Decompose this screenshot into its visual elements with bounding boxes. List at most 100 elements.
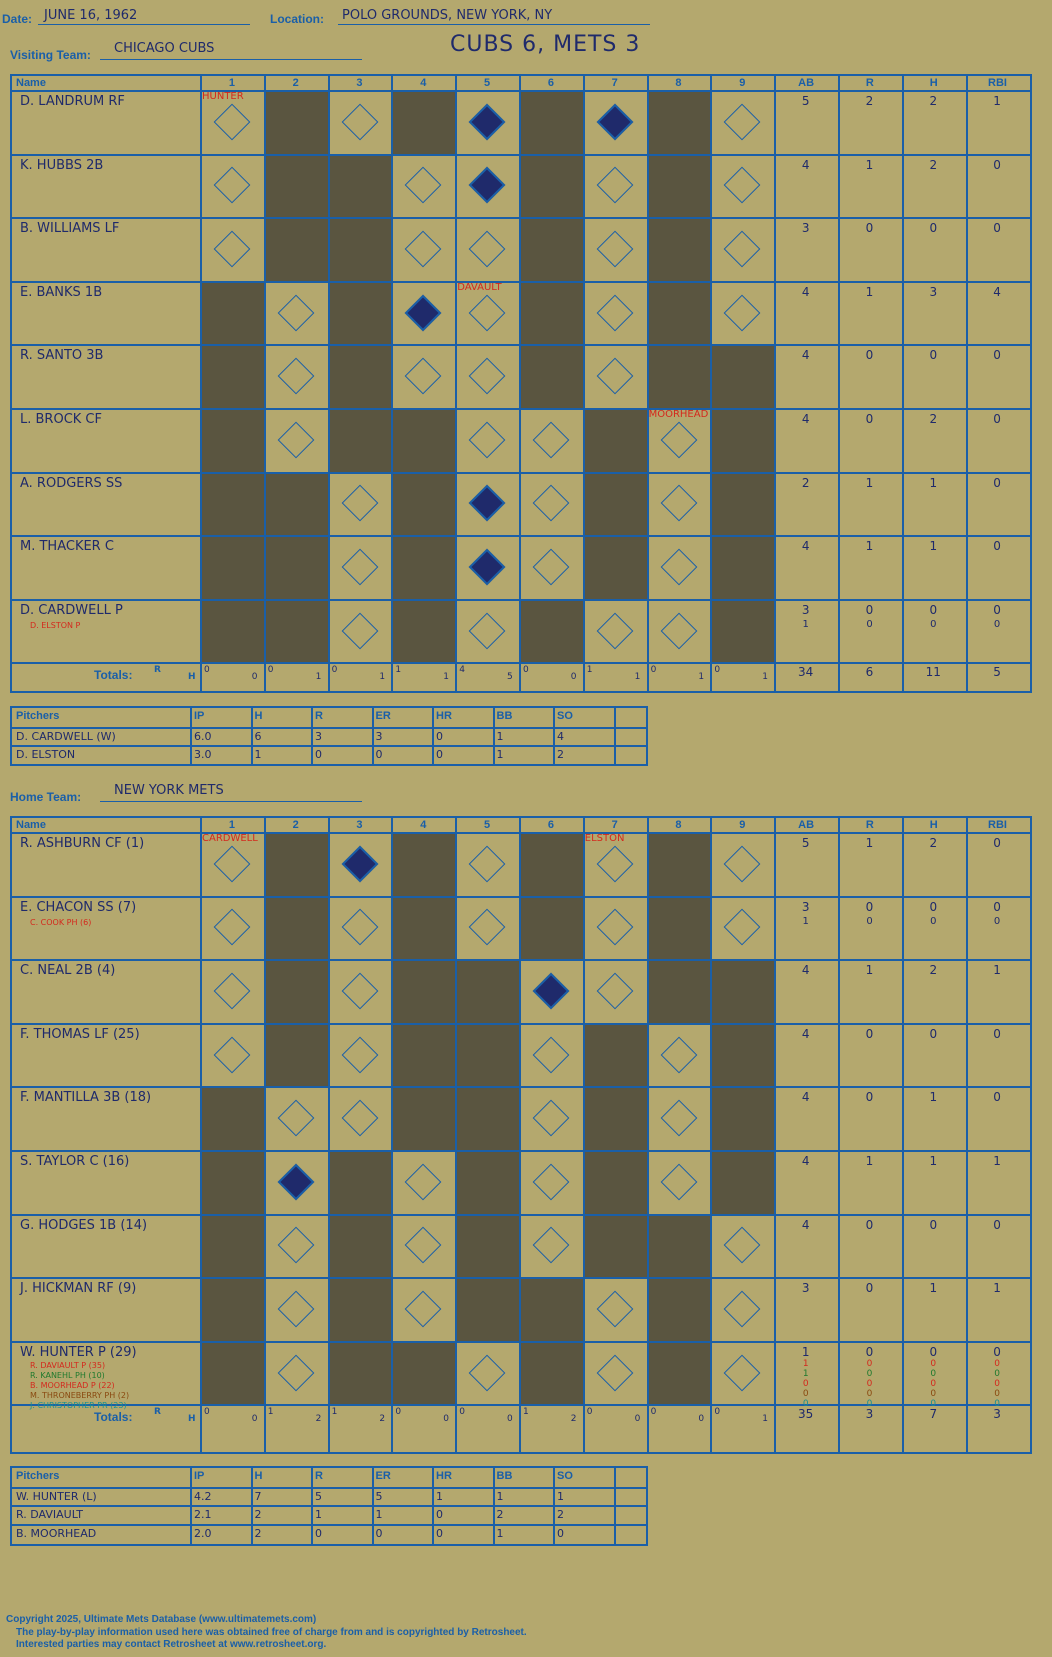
inning-hits: 1 (762, 672, 768, 683)
sub-player-stat: 0 (866, 1368, 873, 1379)
base-diamond (213, 1036, 251, 1073)
base-diamond (213, 909, 251, 946)
date-label: Date: (2, 12, 33, 26)
inning-runs: 0 (204, 1407, 210, 1418)
player-stat: 0 (993, 221, 1001, 236)
player-stat: 2 (929, 157, 938, 172)
base-diamond (660, 1099, 697, 1137)
inning-hits: 1 (634, 672, 641, 683)
player-stat: 1 (865, 157, 874, 172)
pitcher-stat-cell: 1 (436, 1489, 443, 1503)
sub-player-stat: 1 (802, 915, 809, 927)
player-stat: 2 (929, 836, 938, 850)
stat-header: AB (798, 819, 815, 831)
stat-header: H (929, 819, 938, 831)
base-diamond (723, 167, 761, 204)
sub-player-stat: 0 (930, 1398, 937, 1409)
pitcher-stat-cell: D. CARDWELL (W) (16, 729, 116, 743)
sub-player-name: J. CHRISTOPHER PR (23) (30, 1400, 127, 1410)
game-total: 3 (993, 1407, 1001, 1422)
retrosheet-notice: The play-by-play information used here w… (16, 1627, 527, 1638)
player-stat: 0 (993, 1217, 1001, 1232)
inning-hits: 2 (570, 1414, 577, 1425)
base-diamond (468, 421, 506, 459)
player-stat: 0 (993, 157, 1001, 172)
pitcher-table-header: ER (375, 1470, 391, 1482)
inning-hits: 0 (698, 1414, 705, 1425)
inning-runs: 0 (395, 1407, 402, 1418)
player-stat: 3 (801, 899, 810, 914)
base-diamond (277, 357, 315, 395)
player-stat: 4 (801, 1217, 810, 1232)
base-diamond (723, 1290, 761, 1328)
base-diamond (468, 230, 506, 268)
pitcher-stat-cell: 1 (496, 748, 504, 761)
inning-hits: 0 (251, 1414, 258, 1425)
sub-player-stat: 0 (994, 1398, 1000, 1409)
stat-header: R (865, 819, 874, 831)
sub-player-stat: 0 (866, 1388, 873, 1399)
base-diamond (468, 845, 506, 883)
inning-header: 5 (484, 819, 491, 831)
base-diamond (596, 230, 634, 268)
base-diamond (596, 845, 634, 883)
pitcher-table-header: HR (436, 1470, 452, 1482)
pitcher-table-header: HR (436, 710, 452, 722)
pitcher-change-note: CARDWELL (202, 833, 258, 844)
base-diamond (532, 1163, 570, 1201)
base-diamond (723, 230, 761, 268)
visiting-team-label: Visiting Team: (10, 48, 91, 62)
base-diamond (213, 972, 251, 1010)
stat-header: RBI (988, 77, 1007, 89)
player-stat: 1 (865, 1154, 874, 1168)
pitcher-stat-cell: 5 (315, 1489, 322, 1503)
base-diamond (660, 1036, 697, 1073)
base-diamond (213, 845, 251, 883)
inning-hits: 2 (379, 1414, 386, 1425)
player-stat: 0 (865, 1090, 874, 1105)
pitcher-stat-cell: 0 (375, 1526, 383, 1540)
pitcher-stat-cell: 2 (496, 1508, 504, 1521)
base-diamond (277, 1290, 315, 1328)
sub-player-stat: 0 (866, 1358, 873, 1369)
base-diamond (341, 548, 378, 586)
pitcher-stat-cell: 4.2 (194, 1489, 212, 1503)
pitcher-table-header: BB (496, 1470, 513, 1482)
pitcher-table-header: BB (496, 710, 513, 722)
inning-header: 1 (228, 819, 235, 831)
player-stat: 0 (865, 1344, 874, 1359)
base-diamond (723, 1227, 761, 1264)
pitcher-stat-cell: 1 (254, 748, 262, 761)
inning-runs: 0 (459, 1407, 465, 1418)
game-total: 11 (925, 665, 941, 680)
inning-hits: 0 (443, 1414, 449, 1425)
inning-header: 4 (420, 819, 427, 831)
base-diamond (341, 485, 378, 522)
pitcher-stat-cell: W. HUNTER (L) (16, 1489, 97, 1503)
base-diamond (213, 230, 251, 268)
pitcher-table-header: ER (375, 710, 391, 722)
player-stat: 4 (801, 157, 810, 172)
sub-player-stat: 0 (866, 618, 873, 630)
base-diamond (468, 294, 506, 331)
player-name: B. WILLIAMS LF (20, 221, 120, 237)
home-team-label: Home Team: (10, 790, 82, 804)
base-diamond (277, 1163, 315, 1201)
pitcher-table-header: IP (194, 710, 205, 722)
inning-hits: 0 (570, 672, 577, 683)
base-diamond (404, 1290, 442, 1328)
player-name: A. RODGERS SS (20, 475, 123, 491)
sub-player-name: M. THRONEBERRY PH (2) (30, 1390, 130, 1400)
name-header: Name (16, 819, 46, 831)
player-name: R. SANTO 3B (20, 348, 104, 364)
base-diamond (404, 167, 442, 204)
player-stat: 0 (929, 602, 938, 617)
player-name: J. HICKMAN RF (9) (20, 1281, 137, 1297)
player-stat: 1 (865, 539, 874, 554)
player-name: C. NEAL 2B (4) (20, 963, 116, 979)
player-stat: 4 (801, 539, 810, 554)
pitcher-stat-cell: 0 (557, 1526, 564, 1540)
pitcher-change-note: HUNTER (202, 91, 244, 102)
player-stat: 4 (801, 1090, 810, 1105)
player-stat: 0 (993, 602, 1001, 617)
